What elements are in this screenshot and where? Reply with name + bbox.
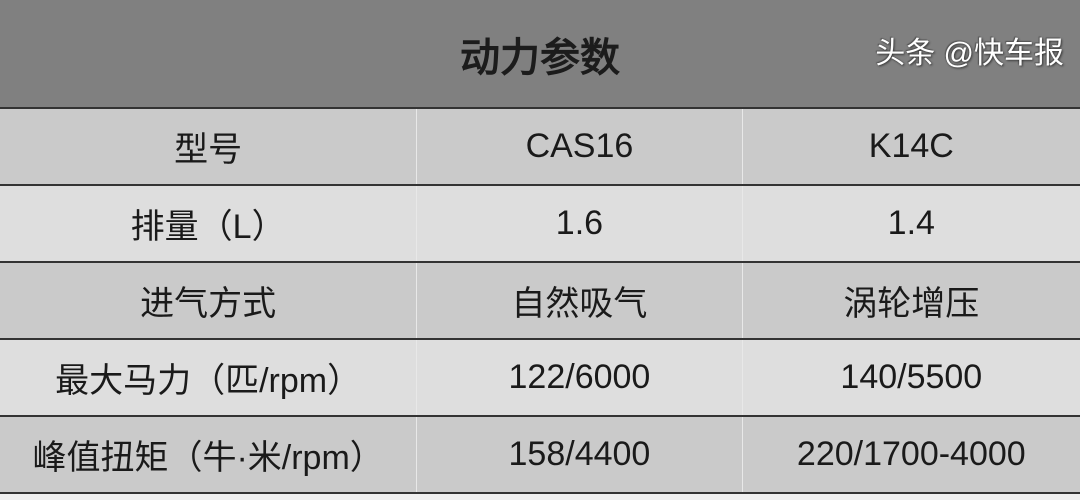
cell-value: 140/5500 [840, 358, 983, 396]
table-row: 排量（L） 1.6 1.4 [0, 186, 1080, 263]
cell-value: 220/1700-4000 [796, 435, 1026, 473]
cell-value: CAS16 [417, 109, 743, 184]
cell-value: 158/4400 [417, 417, 743, 492]
cell-value: 122/6000 [417, 340, 743, 415]
row-label: 峰值扭矩（牛·米/rpm） [0, 417, 418, 492]
table-row: 峰值扭矩（牛·米/rpm） 158/4400 220/1700-4000 [0, 417, 1080, 494]
cell-value: 1.4 [887, 204, 935, 242]
cell-value: 涡轮增压 [843, 285, 980, 323]
row-label: 进气方式 [0, 263, 418, 338]
watermark: 头条 @快车报 [875, 37, 1064, 70]
row-label: 排量（L） [0, 186, 418, 261]
table-row: 进气方式 自然吸气 涡轮增压 [0, 263, 1080, 340]
cell-value: 1.6 [417, 186, 743, 261]
cell-value: 自然吸气 [417, 263, 743, 338]
cell-value: K14C [868, 127, 954, 165]
table-row: 最大马力（匹/rpm） 122/6000 140/5500 [0, 340, 1080, 417]
table-title: 动力参数 [0, 0, 1080, 109]
row-label: 型号 [0, 109, 418, 184]
table-row: 型号 CAS16 K14C [0, 109, 1080, 186]
row-label: 最大马力（匹/rpm） [0, 340, 418, 415]
